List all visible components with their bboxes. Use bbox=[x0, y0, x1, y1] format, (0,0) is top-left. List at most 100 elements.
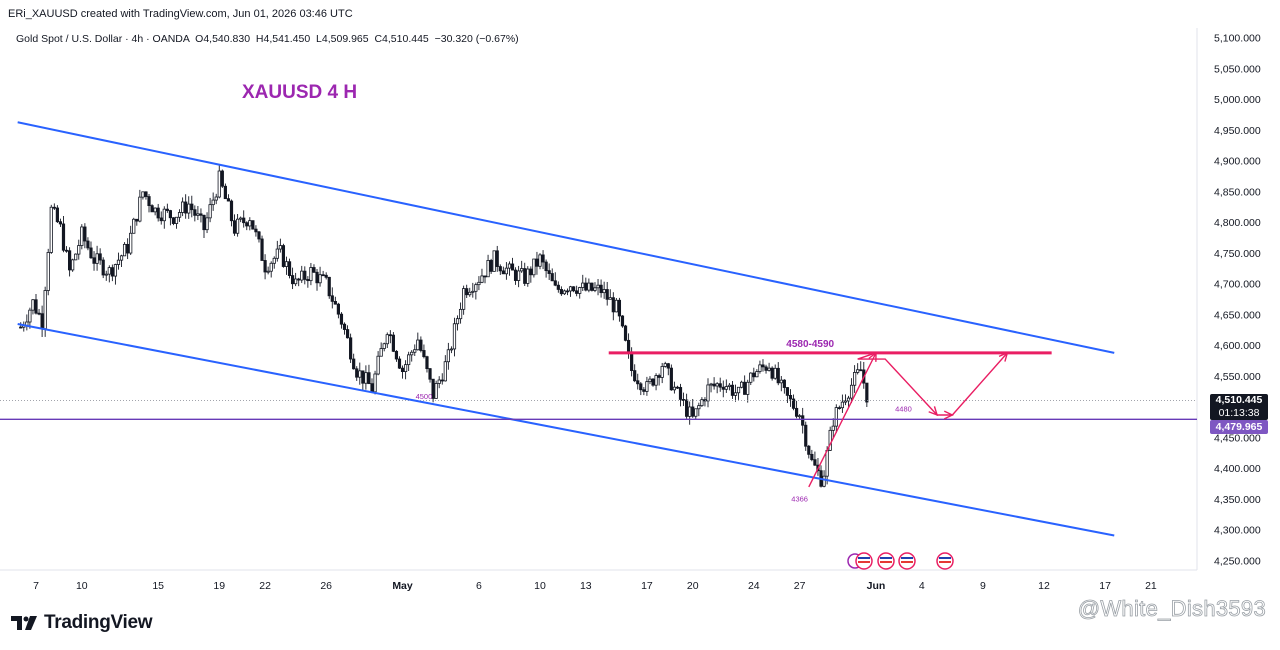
bearish-candle bbox=[251, 220, 255, 230]
bullish-candle bbox=[214, 196, 218, 201]
bullish-candle bbox=[248, 220, 252, 227]
bearish-candle bbox=[101, 259, 105, 276]
bullish-candle bbox=[468, 291, 472, 296]
bullish-candle bbox=[825, 449, 829, 477]
bearish-candle bbox=[171, 217, 176, 224]
price-tick-label: 5,100.000 bbox=[1214, 33, 1261, 45]
time-tick-label: 13 bbox=[580, 580, 592, 592]
bullish-candle bbox=[834, 407, 838, 427]
bullish-candle bbox=[736, 386, 741, 394]
bullish-candle bbox=[116, 259, 121, 265]
bullish-candle bbox=[458, 308, 463, 320]
bearish-candle bbox=[431, 378, 435, 399]
price-tick-label: 5,050.000 bbox=[1214, 63, 1261, 75]
bullish-candle bbox=[269, 262, 273, 272]
axes: 5,100.000 5,050.000 5,000.000 4,950.000 4,90… bbox=[33, 33, 1261, 593]
bullish-candle bbox=[697, 405, 701, 410]
bullish-candle bbox=[733, 392, 738, 396]
tradingview-logo[interactable]: TradingView bbox=[10, 612, 153, 634]
bearish-candle bbox=[40, 313, 44, 330]
bullish-candle bbox=[517, 270, 521, 281]
bearish-candle bbox=[220, 170, 224, 187]
bearish-candle bbox=[837, 407, 841, 409]
bearish-candle bbox=[623, 325, 628, 341]
price-tick-label: 4,900.000 bbox=[1214, 156, 1261, 168]
bearish-candle bbox=[801, 415, 805, 426]
bearish-candle bbox=[333, 300, 337, 305]
bearish-candle bbox=[19, 326, 23, 329]
bullish-candle bbox=[407, 354, 411, 366]
time-tick-label: 21 bbox=[1145, 580, 1157, 592]
bullish-candle bbox=[104, 273, 108, 276]
price-chart[interactable]: 4580-4590 4500 4480 4366 5,100.000 5,050.000… bbox=[0, 0, 1280, 600]
bullish-candle bbox=[446, 349, 450, 363]
bullish-candle bbox=[749, 372, 753, 383]
bearish-candle bbox=[553, 280, 557, 286]
bearish-candle bbox=[83, 226, 87, 242]
bullish-candle bbox=[74, 253, 78, 261]
bearish-candle bbox=[599, 284, 603, 294]
bearish-candle bbox=[34, 299, 38, 314]
projection-arrowhead bbox=[943, 410, 954, 420]
bearish-candle bbox=[159, 217, 163, 222]
bullish-candle bbox=[755, 371, 759, 378]
channel-lower-trendline bbox=[17, 322, 1115, 537]
bullish-candle bbox=[779, 379, 783, 384]
bearish-candle bbox=[355, 368, 359, 378]
bearish-candle bbox=[281, 245, 286, 267]
bullish-candle bbox=[645, 381, 649, 392]
bearish-candle bbox=[150, 205, 154, 213]
bearish-candle bbox=[193, 209, 197, 216]
bullish-candle bbox=[95, 253, 99, 264]
event-icons[interactable] bbox=[847, 552, 954, 570]
bearish-candle bbox=[788, 394, 793, 400]
bearish-candle bbox=[352, 358, 356, 370]
bullish-candle bbox=[724, 386, 728, 390]
bearish-candle bbox=[327, 276, 331, 297]
bearish-candle bbox=[315, 271, 319, 284]
bearish-candle bbox=[391, 334, 395, 352]
bullish-candle bbox=[187, 203, 191, 214]
bullish-candle bbox=[480, 275, 484, 283]
bearish-candle bbox=[639, 383, 643, 391]
bullish-candle bbox=[376, 355, 380, 375]
bearish-candle bbox=[565, 290, 570, 293]
bullish-candle bbox=[309, 267, 313, 282]
bullish-candle bbox=[822, 475, 826, 487]
time-tick-label: 7 bbox=[33, 580, 39, 592]
bearish-candle bbox=[513, 269, 518, 281]
bearish-candle bbox=[544, 261, 548, 272]
price-tick-label: 4,800.000 bbox=[1214, 217, 1261, 229]
bearish-candle bbox=[349, 337, 353, 360]
resistance-label: 4580-4590 bbox=[786, 339, 834, 350]
bearish-candle bbox=[135, 218, 139, 222]
bearish-candle bbox=[388, 334, 392, 337]
bearish-candle bbox=[510, 263, 515, 271]
created-by-caption: ERi_XAUUSD created with TradingView.com,… bbox=[8, 8, 353, 20]
bearish-candle bbox=[37, 312, 41, 315]
bearish-candle bbox=[764, 366, 768, 371]
time-tick-label: 9 bbox=[980, 580, 986, 592]
bearish-candle bbox=[584, 282, 588, 291]
bearish-candle bbox=[156, 207, 160, 219]
bearish-candle bbox=[223, 185, 227, 200]
bullish-candle bbox=[113, 264, 118, 277]
support-price-value: 4,479.965 bbox=[1215, 421, 1263, 433]
bearish-candle bbox=[64, 249, 69, 252]
bullish-candle bbox=[153, 207, 157, 213]
bullish-candle bbox=[672, 386, 677, 391]
symbol-name: Gold Spot / U.S. Dollar · 4h · OANDA bbox=[16, 33, 190, 45]
symbol-info: Gold Spot / U.S. Dollar · 4h · OANDA O4,… bbox=[16, 33, 519, 45]
bearish-candle bbox=[636, 380, 640, 385]
bullish-candle bbox=[208, 204, 212, 219]
time-tick-label: 12 bbox=[1038, 580, 1050, 592]
bullish-candle bbox=[654, 375, 658, 386]
bullish-candle bbox=[614, 299, 618, 313]
bullish-candle bbox=[853, 372, 857, 386]
bullish-candle bbox=[278, 245, 282, 250]
bearish-candle bbox=[669, 367, 673, 391]
bullish-candle bbox=[275, 248, 279, 259]
bearish-candle bbox=[743, 381, 747, 395]
bullish-candle bbox=[403, 364, 408, 373]
bullish-candle bbox=[596, 284, 600, 289]
